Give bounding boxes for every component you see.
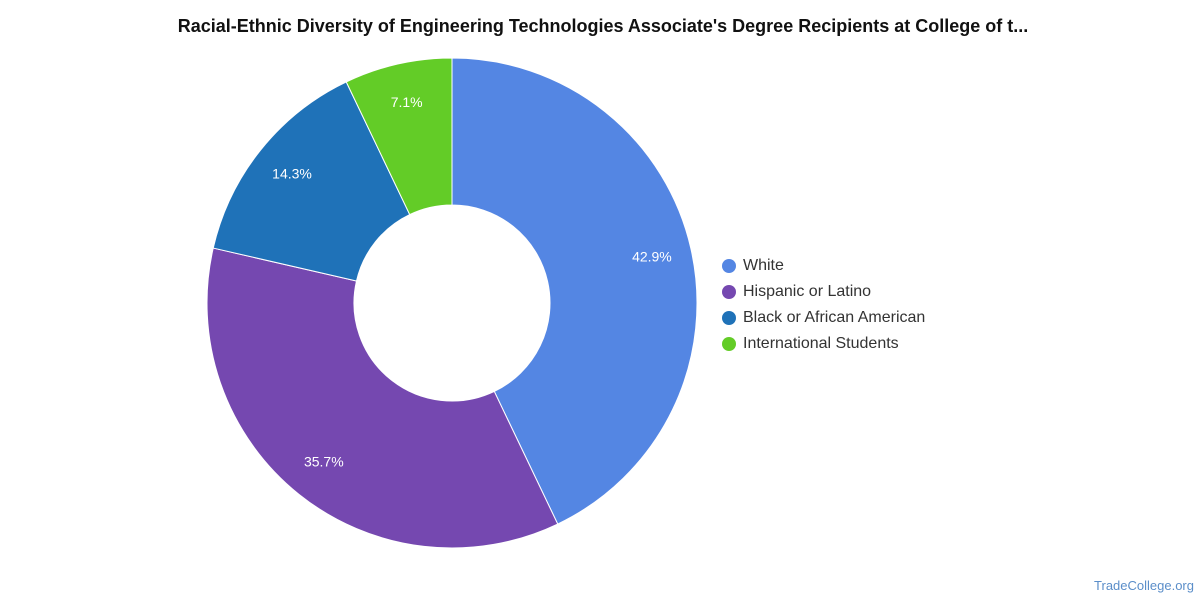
- slice-international-students[interactable]: [345, 57, 453, 216]
- watermark: TradeCollege.org: [1094, 578, 1194, 593]
- slice-label: 14.3%: [272, 166, 312, 182]
- legend-item[interactable]: Black or African American: [720, 305, 925, 331]
- slice-white[interactable]: [451, 57, 698, 525]
- legend-label: Hispanic or Latino: [743, 283, 872, 300]
- legend-label: International Students: [743, 335, 899, 352]
- slice-label: 42.9%: [632, 248, 672, 264]
- legend-label: White: [743, 257, 784, 274]
- slice-black-or-african-american[interactable]: [212, 81, 411, 282]
- slice-label: 35.7%: [304, 454, 344, 470]
- chart-title: Racial-Ethnic Diversity of Engineering T…: [177, 16, 1029, 36]
- legend-label: Black or African American: [743, 309, 926, 326]
- chart-legend: White Hispanic or Latino Black or African …: [720, 253, 925, 357]
- legend-swatch: [722, 337, 736, 351]
- legend-swatch: [722, 285, 736, 299]
- legend-item[interactable]: International Students: [720, 331, 925, 357]
- legend-swatch: [722, 311, 736, 325]
- slice-hispanic-or-latino[interactable]: [206, 247, 559, 549]
- legend-item[interactable]: Hispanic or Latino: [720, 279, 925, 305]
- legend-swatch: [722, 259, 736, 273]
- legend-item[interactable]: White: [720, 253, 925, 279]
- slice-label: 7.1%: [391, 94, 423, 110]
